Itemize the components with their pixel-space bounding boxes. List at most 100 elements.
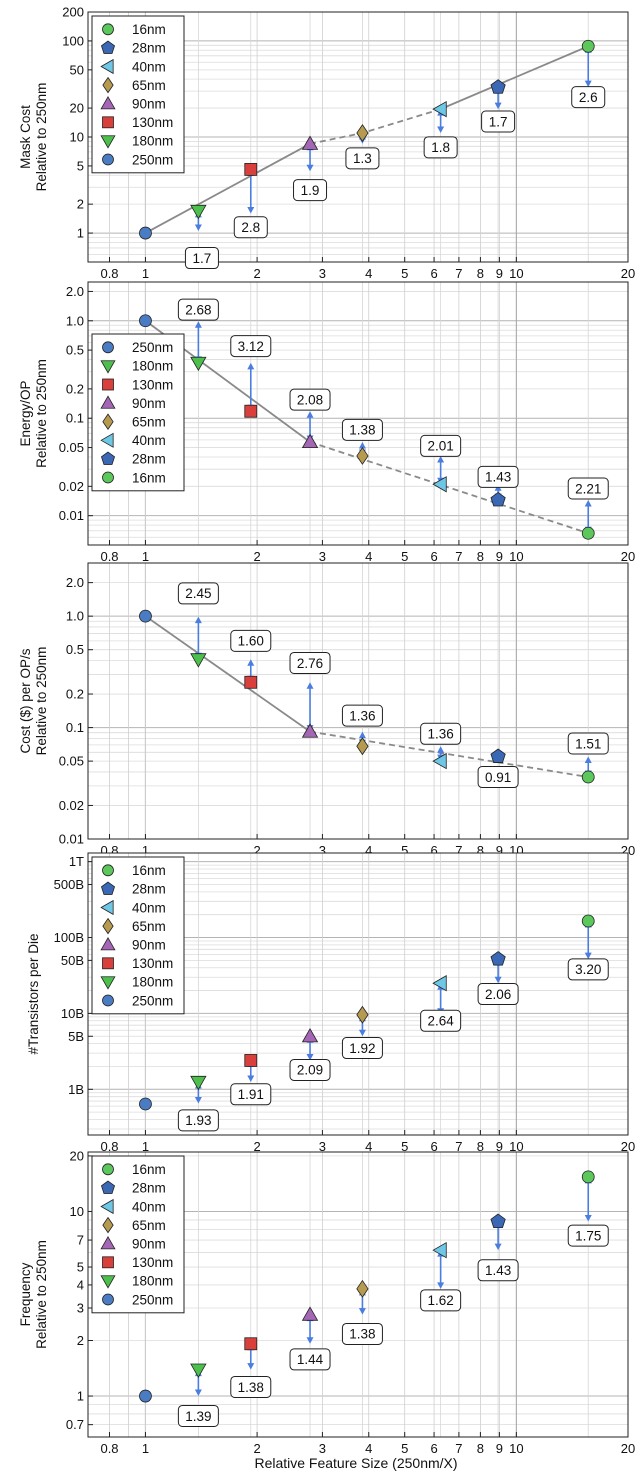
legend-label: 250nm — [132, 340, 173, 355]
legend: 16nm 28nm 40nm 65nm 90nm 130nm 180nm 250nm — [91, 15, 185, 174]
arrow-head — [194, 616, 202, 624]
y-tick-label: 0.02 — [59, 798, 84, 813]
x-tick-label: 5 — [401, 266, 408, 281]
ratio-label: 1.38 — [349, 1327, 375, 1342]
legend-item-40nm: 40nm — [100, 899, 166, 916]
legend-label: 180nm — [132, 134, 173, 149]
data-point-130nm — [244, 163, 258, 176]
ratio-label: 1.9 — [301, 183, 320, 198]
data-point-65nm — [356, 737, 369, 756]
ratio-arrow: 1.62 — [420, 1250, 462, 1312]
legend-label: 28nm — [132, 452, 166, 467]
y-tick-label: 100 — [62, 33, 84, 48]
legend-label: 130nm — [132, 115, 173, 130]
x-tick-label: 8 — [477, 549, 484, 564]
legend-label: 180nm — [132, 1274, 173, 1289]
y-tick-label: 0.05 — [59, 754, 84, 769]
legend-label: 65nm — [132, 78, 166, 93]
legend-marker — [102, 23, 114, 36]
y-tick-label: 3 — [77, 1300, 84, 1315]
data-point-90nm — [301, 433, 319, 449]
trend-line-dashed — [309, 730, 589, 778]
plot-frame — [87, 1151, 629, 1438]
trend-line-solid — [144, 615, 311, 733]
x-tick-label: 9 — [496, 549, 503, 564]
legend-marker — [102, 378, 114, 391]
ratio-label: 1.93 — [185, 1113, 211, 1128]
x-tick-label: 9 — [496, 1441, 503, 1456]
legend-label: 40nm — [132, 1199, 166, 1214]
legend-item-65nm: 65nm — [102, 1216, 166, 1234]
arrow-head — [358, 1308, 366, 1315]
legend-marker — [102, 116, 114, 129]
legend-item-16nm: 16nm — [102, 1162, 166, 1177]
legend-item-16nm: 16nm — [102, 470, 166, 485]
legend-marker — [100, 58, 114, 75]
data-point-180nm — [190, 653, 207, 668]
legend-item-16nm: 16nm — [102, 863, 166, 878]
ratio-arrow: 2.76 — [289, 651, 331, 732]
arrow-head — [358, 442, 366, 449]
ratio-label: 2.64 — [428, 1014, 455, 1029]
y-tick-label: 0.01 — [59, 508, 84, 523]
legend-marker — [102, 471, 114, 484]
ratio-label: 1.92 — [349, 1041, 375, 1056]
arrow-head — [247, 206, 255, 214]
arrow-head — [437, 455, 445, 463]
x-tick-label: 1 — [142, 266, 149, 281]
chart-panel-3: 0.010.020.050.10.20.51.02.00.8 1 2 3 4 5 6 7 8 9 1… — [18, 562, 635, 858]
y-tick-label: 0.5 — [66, 642, 84, 657]
ratio-arrow: 1.36 — [420, 722, 462, 762]
y-axis-label-line: Relative to 250nm — [34, 359, 49, 468]
legend-item-28nm: 28nm — [100, 40, 166, 56]
ratio-label-box — [177, 1109, 219, 1132]
legend-item-28nm: 28nm — [100, 881, 166, 897]
ratio-label: 2.21 — [575, 481, 601, 496]
legend-label: 130nm — [132, 377, 173, 392]
ratio-label: 2.76 — [297, 656, 323, 671]
arrow-head — [194, 224, 202, 232]
ratio-arrow: 1.36 — [341, 704, 383, 747]
legend-marker — [102, 1256, 114, 1269]
legend-item-90nm: 90nm — [100, 937, 166, 953]
legend-item-65nm: 65nm — [102, 917, 166, 935]
y-axis-label-line: Relative to 250nm — [34, 647, 49, 756]
legend-item-28nm: 28nm — [100, 451, 166, 467]
x-tick-label: 9 — [496, 266, 503, 281]
y-axis-label: Mask CostRelative to 250nm — [18, 83, 49, 192]
ratio-label-box — [184, 247, 219, 270]
x-tick-label: 2 — [253, 843, 260, 858]
y-tick-label: 1.0 — [66, 313, 84, 328]
legend-item-180nm: 180nm — [100, 134, 173, 149]
x-tick-label: 1 — [142, 549, 149, 564]
arrow-head — [247, 1075, 255, 1082]
x-tick-label: 10 — [509, 1441, 523, 1456]
legend: 16nm 28nm 40nm 65nm 90nm 130nm 180nm 250nm — [91, 856, 185, 1015]
legend-label: 250nm — [132, 1292, 173, 1307]
legend-label: 180nm — [132, 359, 173, 374]
legend-label: 28nm — [132, 41, 166, 56]
trend-line-dashed — [309, 441, 589, 535]
x-tick-label: 8 — [477, 1441, 484, 1456]
legend-marker — [100, 451, 116, 465]
data-point-28nm — [490, 748, 506, 763]
ratio-arrow: 2.64 — [420, 983, 462, 1032]
data-point-180nm — [190, 1075, 207, 1091]
data-point-130nm — [244, 675, 258, 689]
legend-label: 28nm — [132, 882, 166, 897]
arrow-head — [437, 1282, 445, 1289]
ratio-label: 1.3 — [353, 151, 372, 166]
legend-item-250nm: 250nm — [102, 993, 173, 1008]
data-point-16nm — [581, 39, 595, 53]
legend-item-65nm: 65nm — [102, 76, 166, 94]
legend-label: 130nm — [132, 1255, 173, 1270]
y-tick-label: 0.01 — [59, 832, 84, 847]
x-tick-label: 7 — [455, 1441, 462, 1456]
legend-marker — [100, 899, 114, 916]
legend-label: 40nm — [132, 59, 166, 74]
arrow-head — [247, 362, 255, 370]
x-tick-label: 6 — [430, 843, 437, 858]
data-point-130nm — [244, 404, 258, 418]
